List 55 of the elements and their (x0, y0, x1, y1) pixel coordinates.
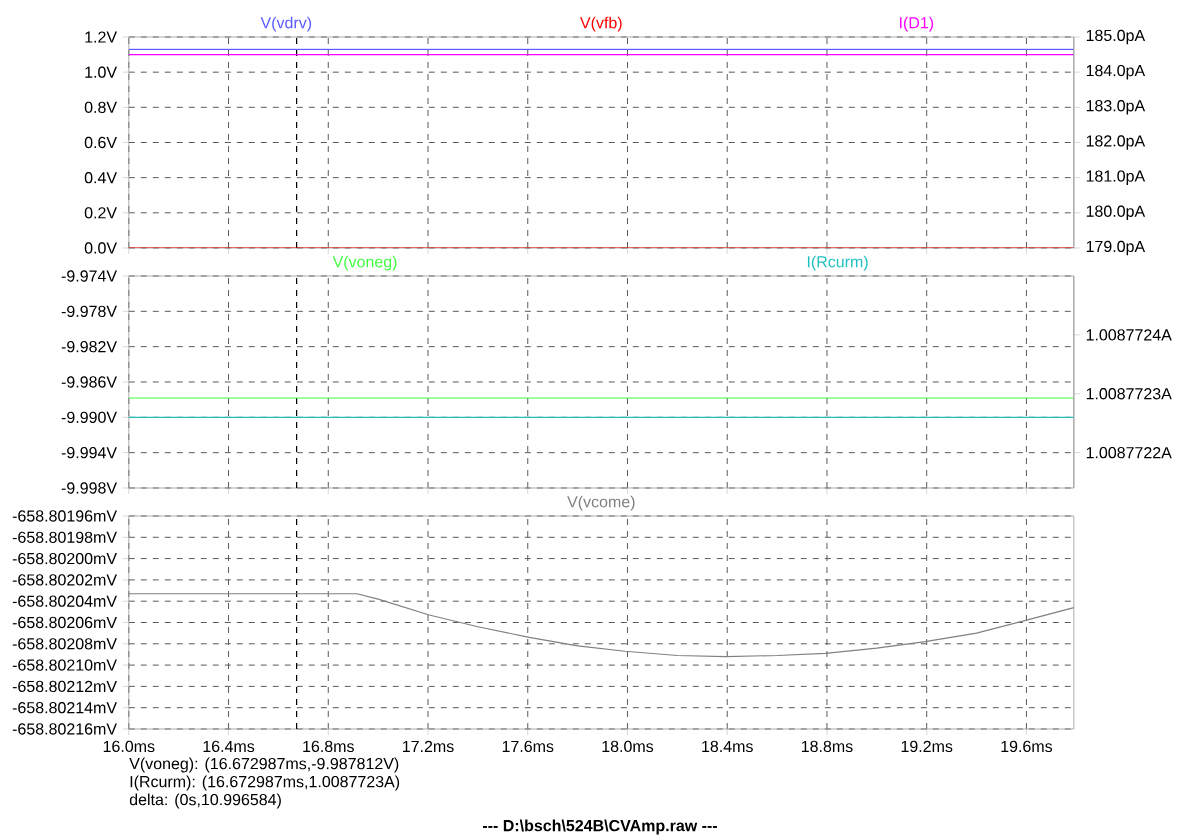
y-tick-label: -658.80210mV (12, 659, 117, 671)
x-tick-label: 17.2ms (403, 740, 454, 753)
text: V(vfb) (580, 16, 622, 32)
y-tick-label: -9.986V (61, 376, 117, 388)
y-tick-label: 1.0V (85, 66, 117, 78)
y2-tick-label: 1.0087722A (1086, 447, 1172, 459)
text: V(vcome) (567, 495, 635, 511)
y2-tick-label: 185.0pA (1086, 29, 1146, 45)
text: delta: (0s,10.996584) (129, 793, 281, 809)
y-tick-label: -658.80200mV (12, 552, 117, 565)
y-tick-label: 0.2V (84, 207, 117, 219)
y-tick-label: -9.982V (61, 341, 117, 353)
y-tick-label: -9.990V (61, 411, 117, 423)
y2-tick-label: 180.0pA (1086, 205, 1146, 221)
y2-tick-label: 181.0pA (1086, 170, 1146, 185)
y-tick-label: -658.80204mV (12, 595, 117, 607)
x-tick-label: 17.6ms (502, 740, 554, 753)
y-tick-label: -9.994V (61, 447, 117, 459)
y-tick-label: -658.80198mV (12, 531, 117, 543)
series-label: I(D1) (900, 16, 934, 32)
text: I(Rcurm): (16.672987ms,1.0087723A) (130, 775, 400, 791)
x-tick-label: 19.6ms (1001, 740, 1053, 753)
text: V(voneg): (16.672987ms,-9.987812V) (129, 757, 399, 773)
y2-tick-label: 1.0087724A (1086, 329, 1172, 341)
y-tick-label: -658.80214mV (12, 702, 117, 714)
x-tick-label: 18.8ms (801, 740, 853, 753)
y-tick-label: -658.80202mV (12, 574, 117, 586)
y-tick-label: -9.974V (61, 270, 117, 282)
text: I(Rcurm) (807, 255, 868, 271)
x-tick-label: 16.4ms (203, 740, 255, 753)
y-tick-label: -9.978V (61, 305, 117, 317)
y-tick-label: -658.80196mV (12, 510, 117, 522)
y-tick-label: -658.80216mV (12, 723, 117, 735)
x-tick-label: 19.2ms (901, 740, 953, 753)
x-tick-label: 16.0ms (103, 740, 155, 753)
y-tick-label: 0.6V (84, 136, 117, 149)
text: --- D:\bsch\524B\CVAmp.raw --- (482, 819, 717, 835)
y2-tick-label: 183.0pA (1086, 100, 1146, 115)
x-tick-label: 18.4ms (702, 740, 753, 753)
x-tick-label: 18.0ms (602, 740, 654, 753)
x-tick-label: 16.8ms (303, 740, 354, 753)
y-tick-label: 0.4V (84, 172, 117, 184)
y-tick-label: -658.80208mV (12, 638, 117, 650)
y2-tick-label: 182.0pA (1086, 135, 1146, 150)
y-tick-label: -9.998V (61, 482, 117, 494)
y2-tick-label: 1.0087723A (1086, 388, 1172, 400)
y2-tick-label: 179.0pA (1086, 240, 1146, 256)
y-tick-label: 0.8V (84, 101, 117, 113)
series-label: V(vdrv) (260, 16, 312, 32)
y-tick-label: -658.80212mV (12, 680, 117, 693)
y-tick-label: -658.80206mV (12, 616, 117, 629)
y-tick-label: 1.2V (85, 31, 117, 43)
y2-tick-label: 184.0pA (1086, 64, 1146, 80)
y-tick-label: 0.0V (84, 242, 117, 254)
text: V(voneg) (332, 255, 397, 271)
